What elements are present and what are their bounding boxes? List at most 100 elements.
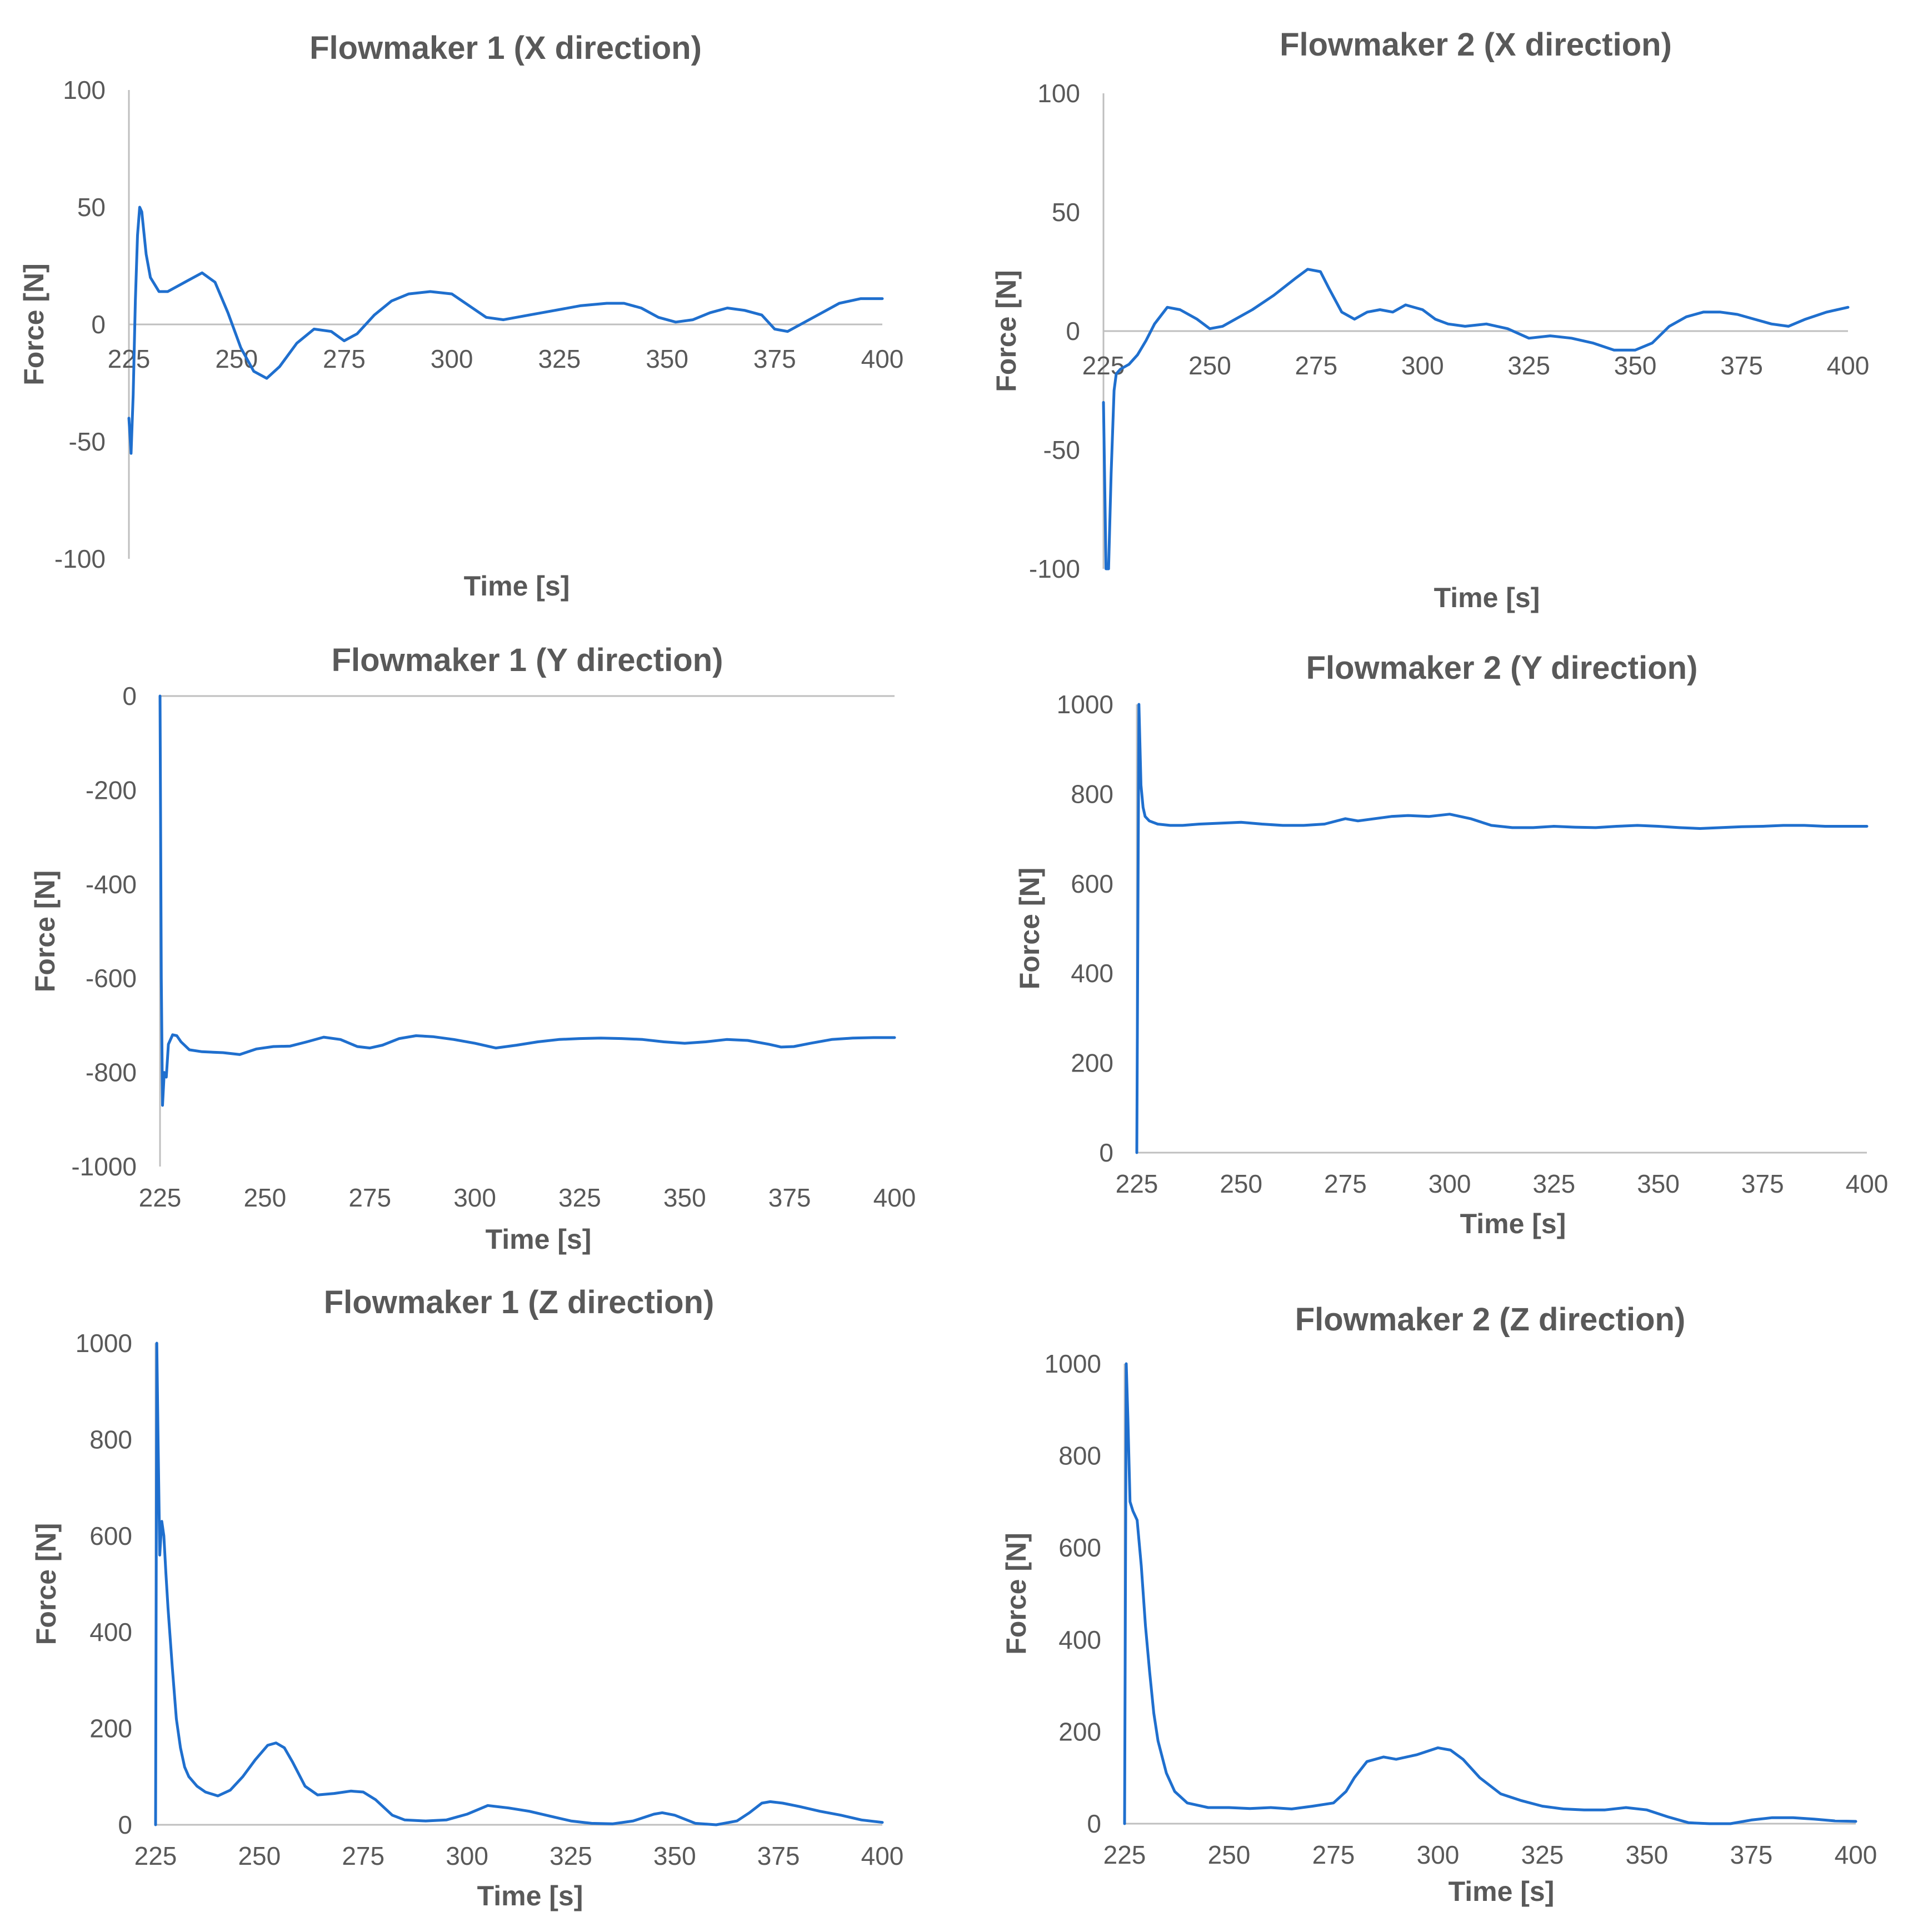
y-tick-label: 400	[1071, 959, 1113, 988]
x-axis-title: Time [s]	[486, 1224, 592, 1255]
x-tick-label: 250	[1220, 1169, 1262, 1198]
y-tick-label: 0	[122, 682, 137, 710]
x-tick-label: 275	[323, 344, 366, 373]
y-tick-label: 1000	[76, 1329, 132, 1358]
x-tick-label: 225	[1082, 351, 1125, 380]
x-tick-label: 325	[1507, 351, 1550, 380]
x-tick-label: 275	[348, 1183, 391, 1212]
chart-panel-5: Flowmaker 1 (Z direction) 0 200 400 600 800 10…	[31, 1284, 903, 1911]
y-tick-label: 400	[89, 1618, 132, 1646]
series-line	[1135, 703, 1869, 1154]
y-axis-title: Force [N]	[31, 1523, 62, 1645]
x-tick-label: 225	[134, 1841, 177, 1870]
x-tick-label: 400	[1827, 351, 1870, 380]
y-axis-title: Force [N]	[1014, 868, 1045, 989]
x-tick-label: 225	[1103, 1840, 1146, 1869]
y-tick-label: 0	[118, 1810, 132, 1839]
chart-title: Flowmaker 2 (Z direction)	[1295, 1302, 1686, 1338]
chart-title: Flowmaker 1 (X direction)	[309, 30, 702, 66]
y-tick-label: 0	[1099, 1138, 1113, 1167]
y-tick-label: -100	[1029, 554, 1080, 583]
x-tick-label: 275	[1324, 1169, 1367, 1198]
series-line	[127, 206, 884, 455]
x-tick-label: 300	[1401, 351, 1444, 380]
y-tick-label: 600	[1058, 1533, 1101, 1562]
x-tick-label: 250	[1208, 1840, 1251, 1869]
x-tick-label: 375	[768, 1183, 811, 1212]
x-tick-label: 350	[663, 1183, 706, 1212]
x-tick-label: 375	[1741, 1169, 1784, 1198]
x-tick-label: 275	[1312, 1840, 1355, 1869]
x-tick-label: 375	[1730, 1840, 1773, 1869]
chart-panel-3: Flowmaker 1 (Y direction) -1000 -800 -600 -4…	[29, 642, 916, 1255]
x-tick-label: 225	[108, 344, 151, 373]
x-tick-label: 250	[243, 1183, 286, 1212]
y-tick-label: 0	[1087, 1809, 1101, 1838]
y-tick-label: 400	[1058, 1625, 1101, 1654]
y-tick-label: -100	[54, 544, 106, 573]
y-tick-label: 0	[1066, 317, 1080, 346]
x-tick-label: 275	[1295, 351, 1337, 380]
x-tick-label: 350	[653, 1841, 696, 1870]
y-axis-title: Force [N]	[18, 263, 49, 385]
y-tick-label: -1000	[71, 1152, 137, 1181]
series-line	[154, 1342, 884, 1826]
x-tick-label: 400	[861, 344, 904, 373]
y-tick-label: 600	[1071, 869, 1113, 898]
y-tick-label: 50	[1052, 198, 1080, 227]
x-tick-label: 375	[757, 1841, 800, 1870]
y-tick-label: -200	[86, 775, 137, 804]
chart-panel-1: Flowmaker 1 (X direction) -100 -50 0 50 100 22…	[18, 30, 903, 602]
y-tick-label: 1000	[1057, 690, 1113, 719]
x-tick-label: 350	[1637, 1169, 1680, 1198]
y-axis-title: Force [N]	[1001, 1533, 1032, 1654]
y-tick-label: -600	[86, 964, 137, 993]
y-tick-label: 200	[89, 1714, 132, 1743]
x-tick-label: 325	[538, 344, 581, 373]
series-line	[158, 694, 896, 1107]
x-tick-label: 225	[139, 1183, 182, 1212]
x-axis-title: Time [s]	[1434, 582, 1540, 613]
y-tick-label: 1000	[1045, 1349, 1101, 1378]
y-tick-label: 800	[1058, 1442, 1101, 1470]
x-tick-label: 400	[873, 1183, 916, 1212]
x-tick-label: 250	[1188, 351, 1231, 380]
y-tick-label: -400	[86, 870, 137, 899]
y-axis-title: Force [N]	[991, 270, 1022, 392]
y-tick-label: 50	[77, 193, 106, 222]
x-tick-label: 225	[1116, 1169, 1158, 1198]
x-tick-label: 400	[1835, 1840, 1877, 1869]
x-tick-label: 300	[446, 1841, 488, 1870]
x-tick-label: 350	[1614, 351, 1657, 380]
x-tick-label: 325	[550, 1841, 592, 1870]
y-tick-label: -50	[69, 427, 106, 456]
x-axis-title: Time [s]	[477, 1880, 583, 1911]
chart-panel-4: Flowmaker 2 (Y direction) 0 200 400 600 800 10…	[1014, 650, 1888, 1239]
y-tick-label: -50	[1043, 436, 1080, 464]
x-axis-title: Time [s]	[1460, 1208, 1566, 1239]
series-line	[1123, 1362, 1857, 1825]
y-tick-label: 200	[1071, 1049, 1113, 1078]
x-tick-label: 275	[342, 1841, 384, 1870]
x-tick-label: 400	[861, 1841, 904, 1870]
y-tick-label: 200	[1058, 1717, 1101, 1746]
chart-title: Flowmaker 1 (Y direction)	[332, 642, 723, 678]
x-tick-label: 350	[646, 344, 688, 373]
chart-panel-2: Flowmaker 2 (X direction) -100 -50 0 50 100 22…	[991, 27, 1869, 613]
x-tick-label: 300	[453, 1183, 496, 1212]
y-axis-title: Force [N]	[29, 870, 61, 992]
x-tick-label: 300	[431, 344, 473, 373]
x-tick-label: 375	[753, 344, 796, 373]
x-tick-label: 400	[1846, 1169, 1889, 1198]
x-tick-label: 325	[1532, 1169, 1575, 1198]
chart-title: Flowmaker 2 (X direction)	[1280, 27, 1672, 63]
x-tick-label: 300	[1428, 1169, 1471, 1198]
y-tick-label: -800	[86, 1058, 137, 1087]
x-tick-label: 250	[238, 1841, 281, 1870]
x-tick-label: 325	[558, 1183, 601, 1212]
x-tick-label: 375	[1720, 351, 1763, 380]
y-tick-label: 100	[63, 76, 106, 104]
y-tick-label: 0	[91, 310, 106, 339]
x-axis-title: Time [s]	[464, 570, 570, 602]
